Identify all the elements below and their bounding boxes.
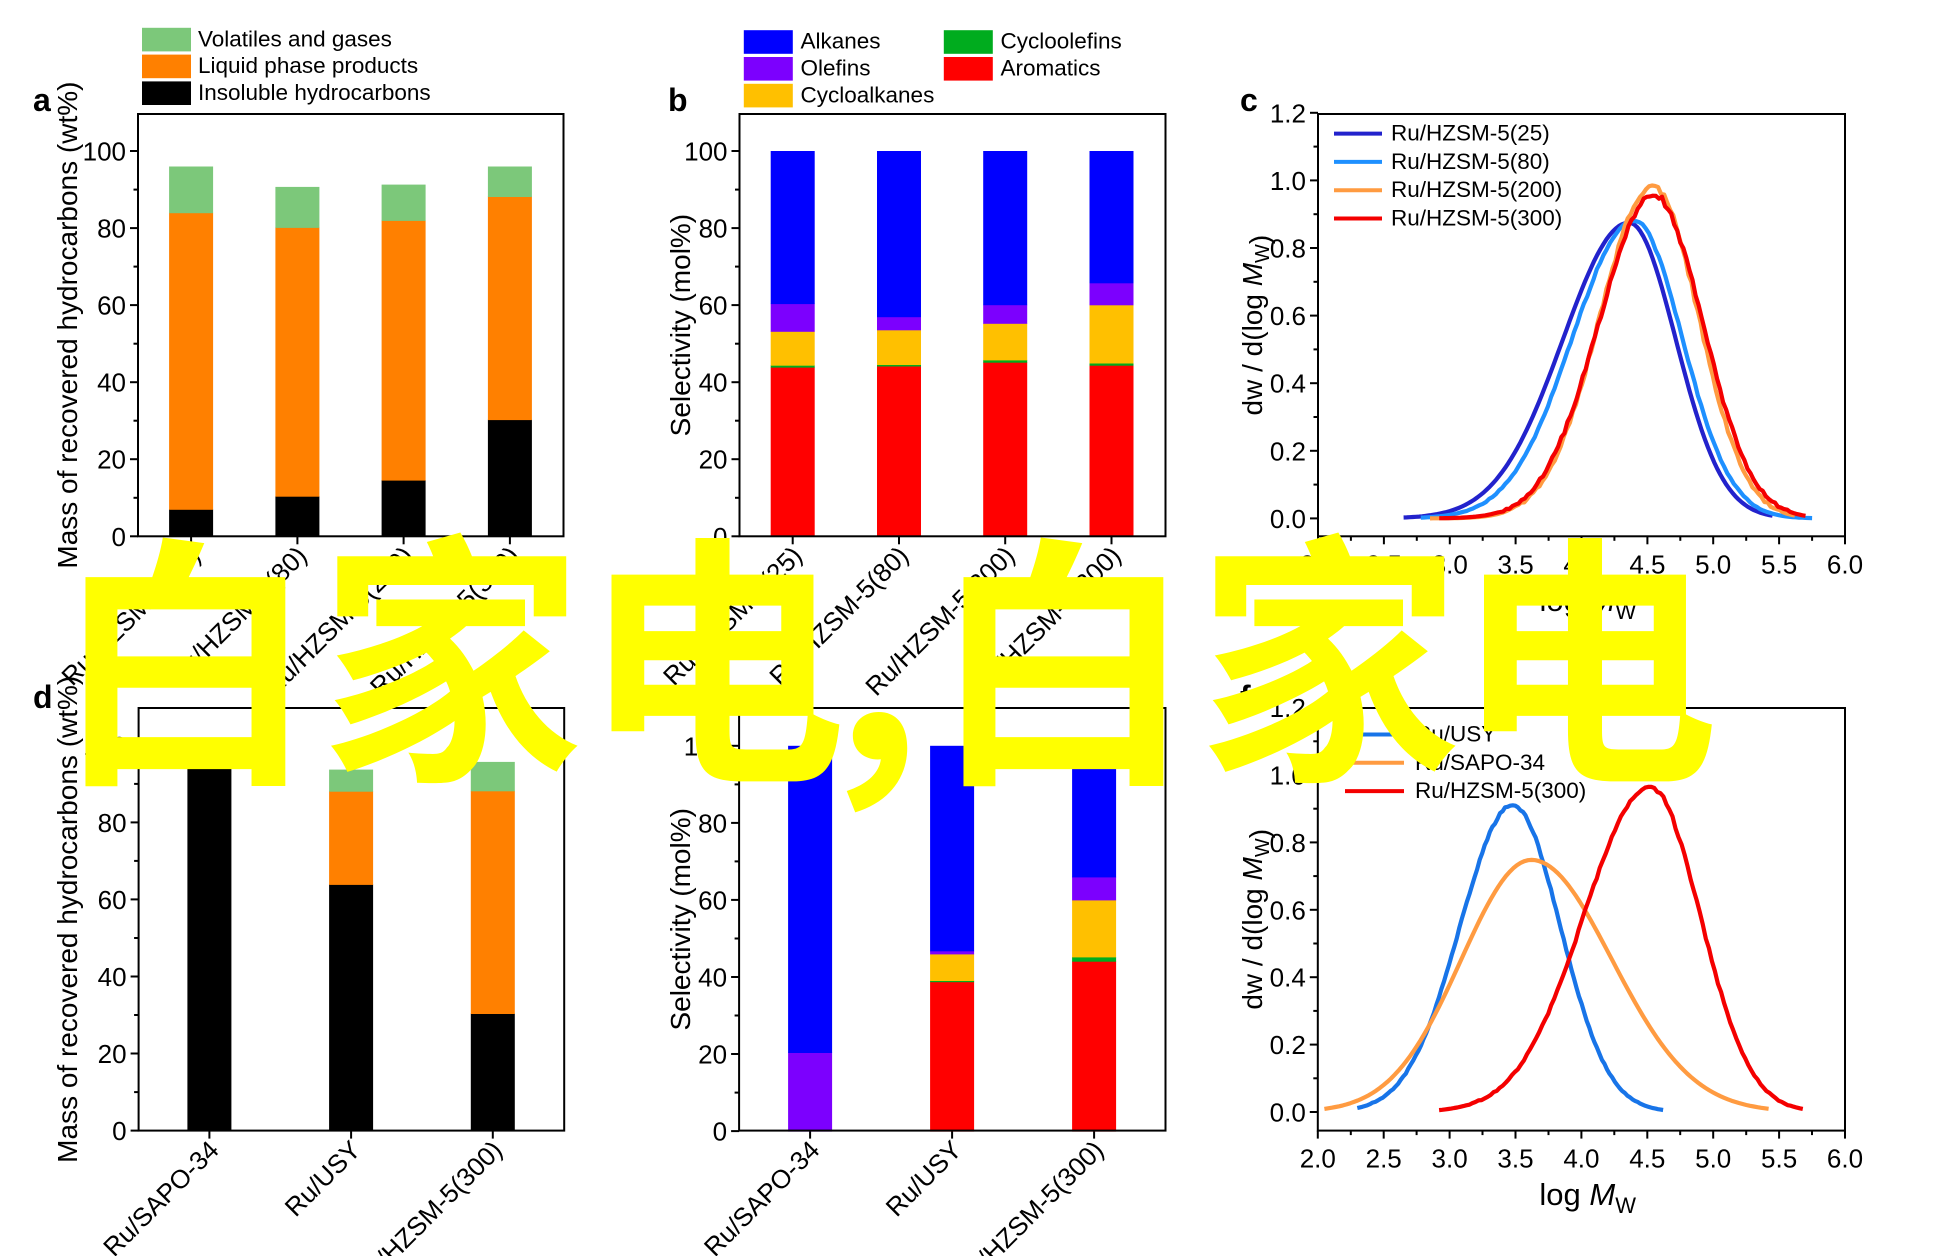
svg-text:2.5: 2.5 xyxy=(1366,1144,1402,1174)
svg-text:0.6: 0.6 xyxy=(1270,301,1306,331)
svg-text:0.4: 0.4 xyxy=(1270,963,1306,993)
svg-text:40: 40 xyxy=(699,368,728,398)
svg-text:60: 60 xyxy=(97,291,126,321)
svg-text:0: 0 xyxy=(112,1116,126,1146)
svg-text:Ru/HZSM-5(25): Ru/HZSM-5(25) xyxy=(1391,121,1550,146)
svg-text:4.5: 4.5 xyxy=(1629,549,1665,579)
svg-text:3.5: 3.5 xyxy=(1497,1144,1533,1174)
svg-text:0.4: 0.4 xyxy=(1270,369,1306,399)
svg-text:Liquid phase products: Liquid phase products xyxy=(198,53,418,78)
svg-text:2.0: 2.0 xyxy=(1300,1144,1336,1174)
svg-text:60: 60 xyxy=(698,885,727,915)
svg-text:40: 40 xyxy=(698,963,727,993)
svg-text:0.0: 0.0 xyxy=(1270,504,1306,534)
svg-text:0.2: 0.2 xyxy=(1270,1030,1306,1060)
svg-text:0: 0 xyxy=(713,1117,727,1147)
svg-text:0.6: 0.6 xyxy=(1270,895,1306,925)
svg-text:20: 20 xyxy=(97,445,126,475)
svg-text:80: 80 xyxy=(98,808,127,838)
svg-text:40: 40 xyxy=(98,962,127,992)
svg-text:5.0: 5.0 xyxy=(1695,1144,1731,1174)
svg-text:0.8: 0.8 xyxy=(1270,828,1306,858)
svg-text:Ru/HZSM-5(200): Ru/HZSM-5(200) xyxy=(1391,177,1562,202)
svg-text:Ru/HZSM-5(300): Ru/HZSM-5(300) xyxy=(1391,206,1562,231)
svg-text:Aromatics: Aromatics xyxy=(1001,56,1101,81)
svg-text:60: 60 xyxy=(98,885,127,915)
svg-text:Mass of recovered hydrocarbons: Mass of recovered hydrocarbons (wt%) xyxy=(52,676,83,1163)
svg-text:4.5: 4.5 xyxy=(1629,1144,1665,1174)
svg-text:c: c xyxy=(1240,82,1258,118)
svg-text:Mass of recovered hydrocarbons: Mass of recovered hydrocarbons (wt%) xyxy=(52,82,83,569)
svg-text:Ru/HZSM-5(300): Ru/HZSM-5(300) xyxy=(1415,778,1586,803)
svg-text:0: 0 xyxy=(112,522,126,552)
svg-text:6.0: 6.0 xyxy=(1827,1144,1863,1174)
svg-text:80: 80 xyxy=(698,808,727,838)
svg-text:100: 100 xyxy=(684,137,727,167)
svg-text:60: 60 xyxy=(699,291,728,321)
svg-text:Selectivity (mol%): Selectivity (mol%) xyxy=(665,214,696,436)
svg-text:20: 20 xyxy=(698,1040,727,1070)
svg-text:b: b xyxy=(668,82,688,118)
svg-text:5.0: 5.0 xyxy=(1695,549,1731,579)
svg-text:5.5: 5.5 xyxy=(1761,1144,1797,1174)
svg-text:6.0: 6.0 xyxy=(1827,549,1863,579)
svg-text:1.0: 1.0 xyxy=(1270,166,1306,196)
svg-text:3.5: 3.5 xyxy=(1498,549,1534,579)
svg-text:0.8: 0.8 xyxy=(1270,234,1306,264)
svg-text:Volatiles and gases: Volatiles and gases xyxy=(198,26,392,51)
svg-text:Cycloalkanes: Cycloalkanes xyxy=(801,82,935,107)
svg-text:5.5: 5.5 xyxy=(1761,549,1797,579)
svg-text:0.0: 0.0 xyxy=(1270,1098,1306,1128)
svg-text:4.0: 4.0 xyxy=(1563,1144,1599,1174)
svg-text:40: 40 xyxy=(97,368,126,398)
svg-text:d: d xyxy=(33,679,53,715)
svg-text:a: a xyxy=(33,82,51,118)
svg-text:1.2: 1.2 xyxy=(1270,98,1306,128)
svg-text:Insoluble hydrocarbons: Insoluble hydrocarbons xyxy=(198,80,431,105)
svg-text:20: 20 xyxy=(98,1039,127,1069)
svg-text:0.2: 0.2 xyxy=(1270,436,1306,466)
svg-text:Alkanes: Alkanes xyxy=(801,29,881,54)
svg-text:Cycloolefins: Cycloolefins xyxy=(1001,29,1122,54)
svg-text:3.0: 3.0 xyxy=(1432,1144,1468,1174)
svg-text:20: 20 xyxy=(699,445,728,475)
svg-text:100: 100 xyxy=(83,137,126,167)
svg-text:80: 80 xyxy=(97,214,126,244)
svg-text:Ru/HZSM-5(80): Ru/HZSM-5(80) xyxy=(1391,149,1550,174)
svg-text:Olefins: Olefins xyxy=(801,56,871,81)
svg-text:Selectivity (mol%): Selectivity (mol%) xyxy=(665,808,696,1030)
svg-text:80: 80 xyxy=(699,214,728,244)
